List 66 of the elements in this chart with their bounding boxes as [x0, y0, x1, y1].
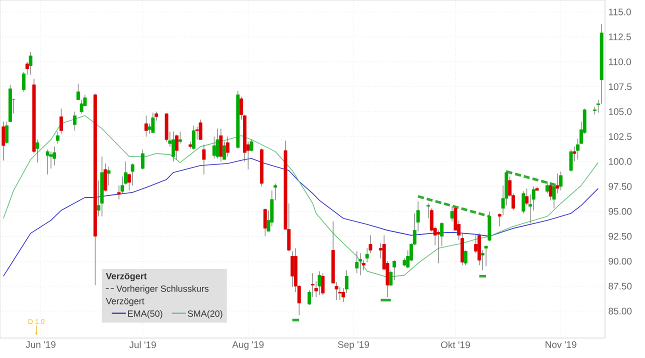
- candlestick: [151, 112, 155, 133]
- y-tick-label: 102.5: [608, 133, 632, 140]
- annotation: Vorheriger Schlusskurs: [116, 285, 209, 294]
- candlestick: [202, 144, 206, 175]
- candlestick: [318, 270, 322, 296]
- x-tick-label: Jun '19: [26, 341, 56, 348]
- candlestick: [192, 125, 196, 150]
- y-tick-label: 105.0: [608, 108, 632, 116]
- candlestick: [263, 208, 267, 237]
- candlestick: [36, 139, 40, 163]
- candlestick: [484, 244, 488, 267]
- candlestick: [596, 99, 600, 113]
- candlestick: [212, 136, 216, 159]
- y-tick-label: 115.0: [608, 8, 631, 16]
- y-tick-label: 85.00: [608, 308, 632, 314]
- candlestick: [559, 171, 563, 191]
- x-tick-label: Aug '19: [232, 341, 264, 350]
- candlestick: [172, 131, 176, 162]
- candlestick: [358, 252, 362, 276]
- annotation: Verzögert: [106, 298, 144, 306]
- candlestick: [546, 181, 549, 194]
- candlestick: [522, 191, 526, 214]
- legend-label: SMA(20): [188, 310, 222, 319]
- x-tick-label: Nov '19: [546, 341, 576, 348]
- y-tick-label: 107.5: [608, 83, 632, 90]
- x-tick-label: Sep '19: [338, 341, 369, 350]
- candlestick: [321, 272, 325, 296]
- candlestick: [144, 115, 148, 137]
- legend-label: EMA(50): [128, 310, 162, 319]
- candlestick: [28, 52, 32, 76]
- candlestick: [436, 230, 440, 264]
- y-tick-label: 92.50: [608, 232, 632, 240]
- candlestick: [355, 250, 359, 274]
- candlestick: [178, 131, 182, 144]
- candlestick: [56, 131, 60, 144]
- candlestick: [175, 134, 178, 160]
- x-tick-label: Okt '19: [441, 341, 470, 348]
- legend-title: Verzögert: [106, 272, 147, 282]
- candlestick: [450, 206, 454, 222]
- candlestick: [216, 128, 220, 159]
- candlestick: [107, 166, 110, 186]
- candlestick: [2, 121, 6, 161]
- candlestick: [130, 163, 134, 186]
- y-tick-label: 87.50: [608, 282, 632, 290]
- y-tick-label: 112.5: [608, 34, 631, 40]
- candlestick: [426, 203, 430, 219]
- candlestick: [480, 250, 484, 270]
- y-tick-label: 110.0: [608, 58, 631, 66]
- x-tick-label: Jul '19: [129, 341, 156, 348]
- y-tick-label: 97.50: [608, 183, 632, 190]
- candlestick: [365, 248, 369, 263]
- candlestick: [219, 128, 223, 162]
- y-tick-label: 95.00: [608, 208, 632, 215]
- candlestick: [141, 149, 144, 170]
- y-tick-label: 100.0: [608, 158, 632, 165]
- y-tick-label: 90.00: [608, 258, 632, 265]
- candlestick: [73, 111, 77, 131]
- candlestick: [226, 136, 230, 157]
- candlestick: [569, 149, 573, 172]
- candlestick: [290, 250, 294, 288]
- candlestick: [46, 149, 50, 175]
- candlestick: [198, 119, 202, 140]
- candlestick: [488, 211, 492, 242]
- candlestick: [310, 272, 314, 298]
- candlestick: [52, 146, 56, 166]
- candlestick: [59, 108, 63, 134]
